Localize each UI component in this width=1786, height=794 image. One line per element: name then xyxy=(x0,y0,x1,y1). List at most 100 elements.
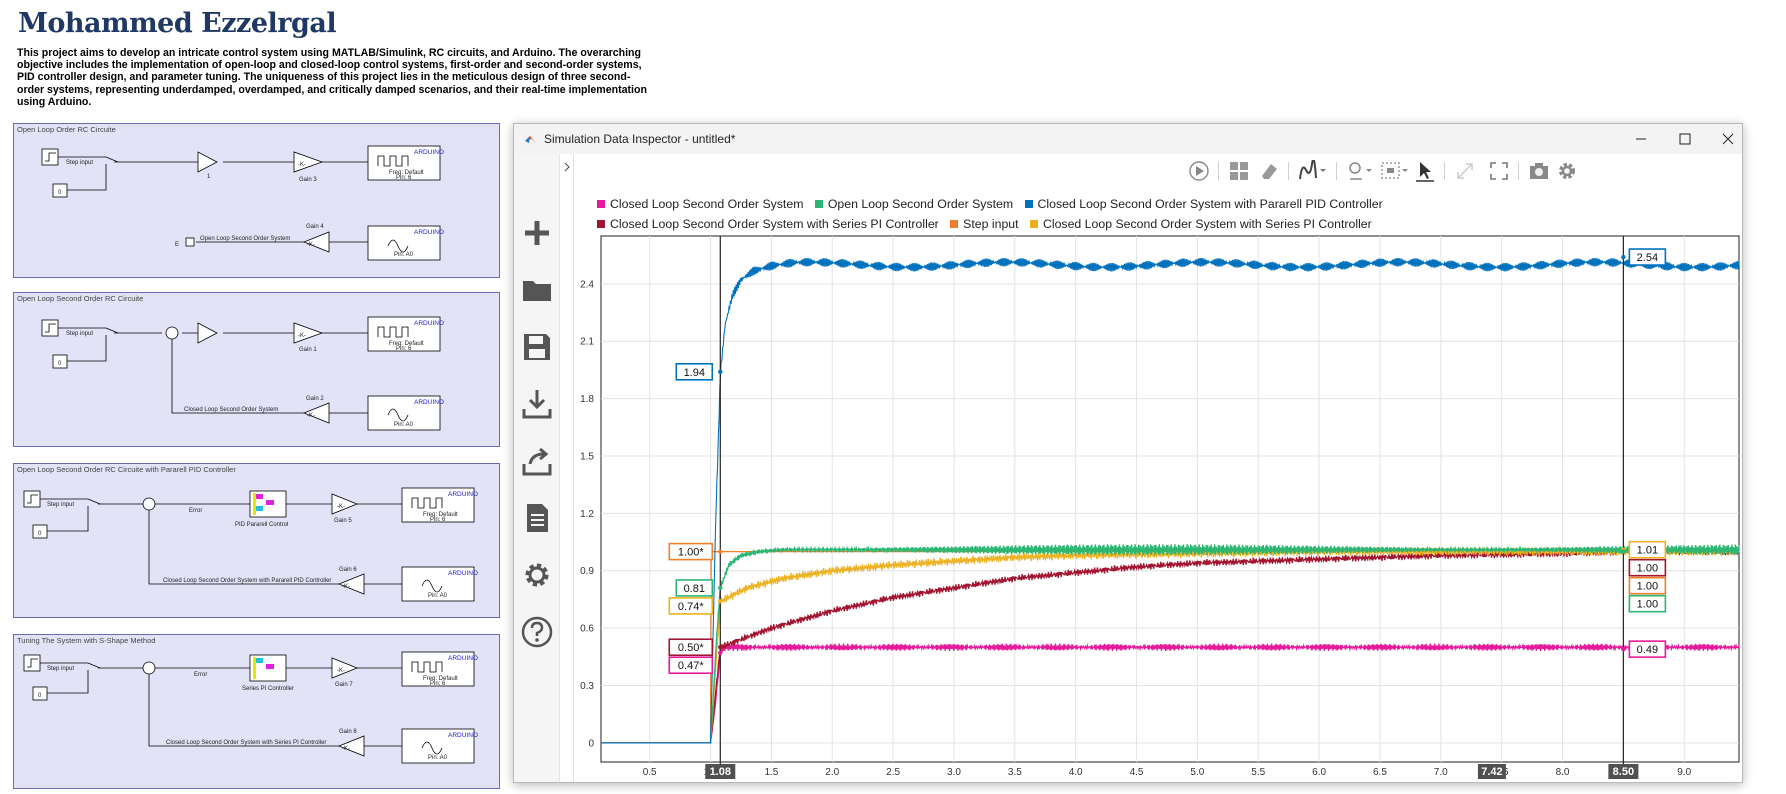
cursor-tag-box xyxy=(1628,576,1667,595)
cursor-tag-label: 1.00* xyxy=(678,547,704,559)
camera-icon[interactable] xyxy=(1528,160,1550,182)
svg-text:PID Pararell Control: PID Pararell Control xyxy=(235,522,288,528)
plot-legend: Closed Loop Second Order System Open Loo… xyxy=(597,194,1717,234)
cursor-tag-box xyxy=(668,638,714,657)
svg-text:Closed Loop Second Order Syste: Closed Loop Second Order System with Ser… xyxy=(166,740,326,746)
svg-text:Open Loop Second Order System: Open Loop Second Order System xyxy=(200,236,290,242)
folder-icon[interactable] xyxy=(520,273,554,307)
y-tick-label: 0.9 xyxy=(580,566,594,577)
cursor-tag-label: 1.94 xyxy=(684,367,705,379)
chevron-right-icon[interactable] xyxy=(562,162,572,172)
cursor-icon[interactable] xyxy=(1414,160,1436,182)
svg-text:Gain 1: Gain 1 xyxy=(299,347,317,353)
cursor-tag-label: 1.01 xyxy=(1637,545,1658,557)
svg-text:-K-: -K- xyxy=(337,504,345,510)
legend-item[interactable]: Closed Loop Second Order System with Ser… xyxy=(1029,214,1372,234)
x-tick-label: 3.5 xyxy=(1008,767,1022,778)
series-line xyxy=(601,257,1740,744)
inspector-sidebar xyxy=(514,154,560,782)
plus-icon[interactable] xyxy=(520,216,554,250)
expand-panel-toggle[interactable] xyxy=(560,154,574,782)
svg-text:Pin: A0: Pin: A0 xyxy=(394,252,414,258)
fullscreen-icon[interactable] xyxy=(1488,160,1510,182)
x-tick-label: 2.0 xyxy=(825,767,839,778)
panel-title: Open Loop Order RC Circuite xyxy=(17,125,116,134)
svg-text:Closed Loop Second Order Syste: Closed Loop Second Order System xyxy=(184,407,278,413)
window-title: Simulation Data Inspector - untitled* xyxy=(544,132,736,146)
cursor-tag-box xyxy=(1628,640,1667,658)
legend-item[interactable]: Open Loop Second Order System xyxy=(814,194,1013,214)
svg-text:Gain 8: Gain 8 xyxy=(339,729,357,735)
svg-text:Pin: A0: Pin: A0 xyxy=(428,755,448,761)
close-icon[interactable] xyxy=(1713,128,1743,150)
report-icon[interactable] xyxy=(520,501,554,535)
fit-icon[interactable] xyxy=(1380,160,1410,182)
x-tick-label: 6.5 xyxy=(1373,767,1387,778)
download-icon[interactable] xyxy=(520,387,554,421)
simulink-panel-series-pi[interactable]: Tuning The System with S-Shape Method St… xyxy=(13,634,500,789)
layout-grid-icon[interactable] xyxy=(1228,160,1250,182)
legend-item[interactable]: Closed Loop Second Order System xyxy=(597,194,803,214)
svg-text:Freq: Default: Freq: Default xyxy=(389,341,424,347)
cursor-point xyxy=(718,599,723,604)
signal-style-icon[interactable] xyxy=(1298,160,1328,182)
svg-text:0: 0 xyxy=(38,531,42,537)
legend-swatch xyxy=(814,200,823,208)
plot-toolbar xyxy=(574,154,1742,188)
maximize-icon[interactable] xyxy=(1670,128,1700,150)
simulink-panel-pid-parallel[interactable]: Open Loop Second Order RC Circuite with … xyxy=(13,463,500,618)
help-icon[interactable] xyxy=(520,615,554,649)
svg-text:-K-: -K- xyxy=(307,242,315,248)
zoom-icon[interactable] xyxy=(1346,160,1376,182)
eraser-icon[interactable] xyxy=(1258,160,1280,182)
cursor-tag-box xyxy=(1628,594,1667,613)
cursor-tag-box xyxy=(675,579,714,597)
svg-text:-K-: -K- xyxy=(337,668,345,674)
svg-text:Pin: 6: Pin: 6 xyxy=(430,681,446,687)
svg-text:ARDUINO: ARDUINO xyxy=(448,570,478,577)
minimize-icon[interactable] xyxy=(1626,128,1656,150)
window-titlebar[interactable]: Simulation Data Inspector - untitled* xyxy=(514,124,1742,154)
x-tick-label: 7.0 xyxy=(1434,767,1448,778)
matlab-logo-icon xyxy=(525,136,537,144)
legend-item[interactable]: Closed Loop Second Order System with Ser… xyxy=(597,214,939,234)
legend-swatch xyxy=(1024,200,1033,208)
page-title: Mohammed Ezzelrgal xyxy=(18,8,337,39)
cursor-point xyxy=(718,650,723,656)
share-icon[interactable] xyxy=(520,444,554,478)
cursor-tag-box xyxy=(675,363,714,381)
cursor-tag-label: 1.00 xyxy=(1637,599,1658,611)
svg-text:Pin: A0: Pin: A0 xyxy=(394,422,414,428)
cursor-tag-label: 1.00 xyxy=(1637,581,1658,593)
svg-text:Step input: Step input xyxy=(66,160,93,166)
save-icon[interactable] xyxy=(520,330,554,364)
svg-text:Closed Loop Second Order Syste: Closed Loop Second Order System with Par… xyxy=(163,578,331,584)
simulation-data-inspector-window[interactable]: Simulation Data Inspector - untitled* xyxy=(513,123,1743,783)
svg-text:Pin: 6: Pin: 6 xyxy=(396,346,412,352)
legend-item[interactable]: Closed Loop Second Order System with Par… xyxy=(1024,194,1383,214)
cursor-tag-label: 0.47* xyxy=(678,660,704,672)
settings-icon[interactable] xyxy=(1556,160,1578,182)
settings-icon[interactable] xyxy=(520,558,554,592)
cursor-tag-box xyxy=(668,656,714,675)
x-tick-label: 4.0 xyxy=(1069,767,1083,778)
cursor-point xyxy=(1621,549,1626,554)
legend-item[interactable]: Step input xyxy=(950,214,1019,234)
y-tick-label: 0 xyxy=(588,738,594,749)
simulink-panel-open-loop-second-order[interactable]: Open Loop Second Order RC Circuite Step … xyxy=(13,292,500,447)
collapse-icon[interactable] xyxy=(1454,160,1476,182)
svg-text:Pin: 6: Pin: 6 xyxy=(430,517,446,523)
simulink-panel-open-loop-first-order[interactable]: Open Loop Order RC Circuite Step input 0… xyxy=(13,123,500,278)
svg-text:0: 0 xyxy=(58,361,62,367)
legend-swatch xyxy=(1029,220,1038,228)
signal-plot[interactable]: 0.51.01.52.02.53.03.54.04.55.05.56.06.57… xyxy=(514,124,1742,782)
cursor-tag-box xyxy=(1628,248,1667,266)
svg-text:Pin: 6: Pin: 6 xyxy=(396,175,412,181)
svg-text:0: 0 xyxy=(58,190,62,196)
cursor-tag-box xyxy=(668,597,714,615)
cursor-tag-label: 0.50* xyxy=(678,642,704,654)
play-icon[interactable] xyxy=(1188,160,1210,182)
cursor-tag-box xyxy=(1628,558,1667,577)
y-tick-label: 1.2 xyxy=(580,509,594,520)
cursor-tag-label: 0.74* xyxy=(678,601,704,613)
